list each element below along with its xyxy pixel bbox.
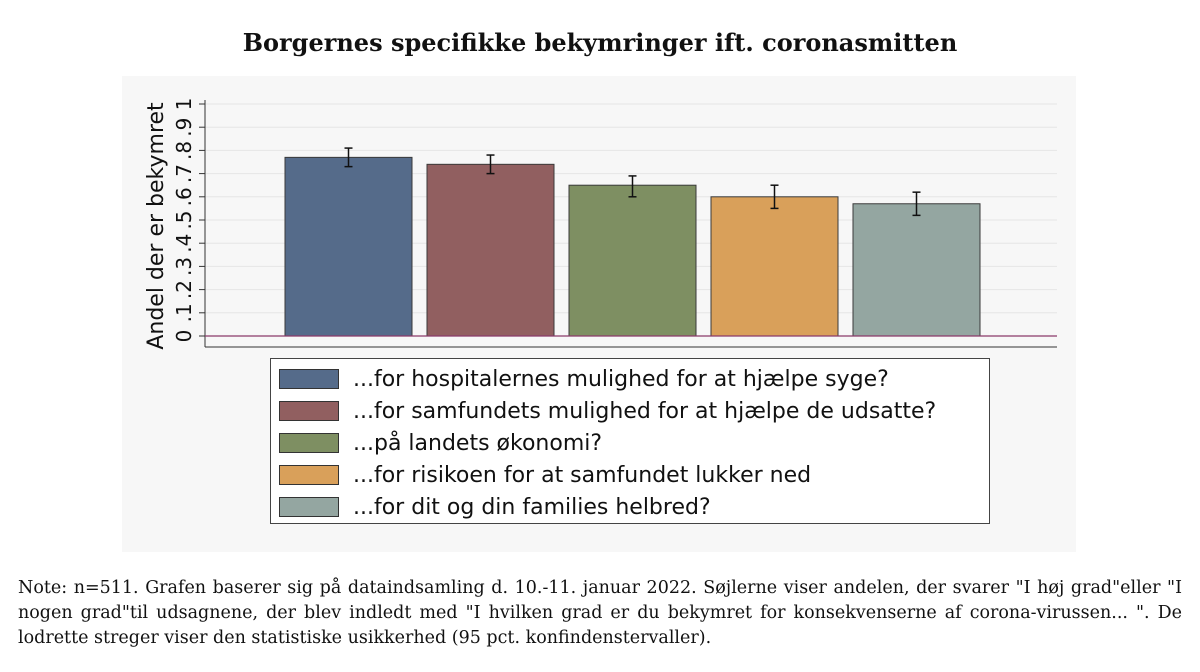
legend-item: ...for risikoen for at samfundet lukker … bbox=[279, 462, 811, 488]
y-tick-label: .3 bbox=[172, 257, 196, 276]
legend-swatch bbox=[279, 465, 339, 485]
y-tick-label: .7 bbox=[172, 164, 196, 183]
legend-swatch bbox=[279, 433, 339, 453]
y-axis: 0 .1 .2 .3 .4 .5 .6 .7 .8 .9 1 bbox=[172, 98, 1057, 348]
legend: ...for hospitalernes mulighed for at hjæ… bbox=[270, 358, 990, 524]
bars bbox=[284, 156, 981, 337]
y-tick-label: 1 bbox=[172, 98, 196, 111]
bar bbox=[568, 184, 697, 337]
error-bars bbox=[344, 147, 921, 217]
legend-label: ...for dit og din families helbred? bbox=[353, 494, 711, 520]
legend-label: ...for risikoen for at samfundet lukker … bbox=[353, 462, 812, 488]
legend-label: ...på landets økonomi? bbox=[353, 430, 603, 456]
legend-item: ...for samfundets mulighed for at hjælpe… bbox=[279, 398, 936, 424]
y-tick-label: 0 bbox=[172, 330, 196, 343]
y-tick-label: .4 bbox=[172, 234, 196, 253]
legend-label: ...for hospitalernes mulighed for at hjæ… bbox=[353, 366, 889, 392]
bar bbox=[710, 196, 839, 337]
figure-note: Note: n=511. Grafen baserer sig på datai… bbox=[18, 578, 1182, 648]
bar bbox=[426, 163, 555, 337]
bar bbox=[284, 156, 413, 337]
chart-title: Borgernes specifikke bekymringer ift. co… bbox=[242, 28, 958, 57]
bar bbox=[852, 203, 981, 337]
legend-swatch bbox=[279, 401, 339, 421]
y-axis-label: Andel der er bekymret bbox=[144, 102, 169, 350]
y-tick-label: .9 bbox=[172, 118, 196, 137]
legend-item: ...for dit og din families helbred? bbox=[279, 494, 711, 520]
y-tick-label: .1 bbox=[172, 303, 196, 322]
legend-item: ...på landets økonomi? bbox=[279, 430, 602, 456]
legend-swatch bbox=[279, 369, 339, 389]
y-tick-label: .6 bbox=[172, 187, 196, 206]
legend-label: ...for samfundets mulighed for at hjælpe… bbox=[353, 398, 937, 424]
y-tick-label: .2 bbox=[172, 280, 196, 299]
y-tick-label: .5 bbox=[172, 210, 196, 229]
legend-item: ...for hospitalernes mulighed for at hjæ… bbox=[279, 366, 889, 392]
y-tick-label: .8 bbox=[172, 141, 196, 160]
legend-swatch bbox=[279, 497, 339, 517]
